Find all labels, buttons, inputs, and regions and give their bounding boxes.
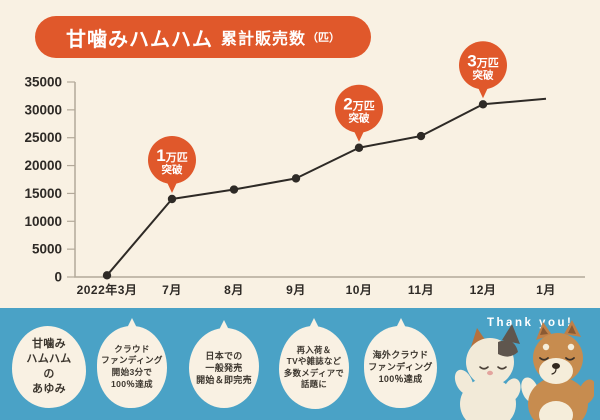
milestone-label: 3万匹 xyxy=(467,51,498,70)
milestone-sublabel: 突破 xyxy=(349,112,370,125)
bubble-text-line: 開始＆即完売 xyxy=(196,375,252,386)
milestone-sublabel: 突破 xyxy=(473,68,494,81)
bubble-text-line: の xyxy=(43,368,55,380)
bubble-text-line: 甘噛み xyxy=(32,338,66,351)
milestone-bubble xyxy=(335,84,383,133)
x-tick-label: 8月 xyxy=(224,283,244,297)
data-point xyxy=(416,131,426,141)
data-point xyxy=(478,100,488,109)
timeline-milestone-bubble: 海外クラウド ファンディング 100％達成 xyxy=(364,318,437,408)
bubble-text-line: 海外クラウド xyxy=(372,349,429,360)
thank-you-text: Thank you! xyxy=(487,317,574,329)
sales-line xyxy=(106,97,547,276)
bubble-text-line: 100％達成 xyxy=(378,374,423,385)
milestone-bubble xyxy=(148,136,196,184)
timeline-band: 甘噛み ハムハムのあゆみ クラウド ファンディング 開始3分で 100％達成 日本での 一般発… xyxy=(0,308,600,420)
milestone-bubble xyxy=(459,41,507,90)
shiba-inu-plush xyxy=(521,320,594,420)
y-tick-label: 15000 xyxy=(24,186,62,201)
bubble-text-line: ハムハム xyxy=(26,353,72,366)
data-point xyxy=(102,271,112,280)
data-point xyxy=(354,143,364,152)
bubble-text-line: クラウド xyxy=(114,343,150,354)
data-point xyxy=(229,185,239,194)
x-tick-label: 2022年3月 xyxy=(77,282,138,297)
x-tick-label: 7月 xyxy=(162,283,182,297)
bubble-text-line: 一般発売 xyxy=(205,362,243,373)
milestone-sublabel: 突破 xyxy=(162,163,183,176)
bubble-text-line: 100％達成 xyxy=(111,378,153,389)
x-tick-label: 11月 xyxy=(408,283,434,297)
bubble-text-line: 話題に xyxy=(300,378,328,389)
x-tick-label: 10月 xyxy=(346,283,373,297)
title-unit: （匹） xyxy=(307,32,340,44)
timeline-milestone-bubble: クラウド ファンディング 開始3分で 100％達成 xyxy=(97,318,167,408)
cumulative-sales-line-chart: 0 5000 10000 15000 20000 25000 30000 35000 2022年… xyxy=(24,41,585,297)
data-point xyxy=(291,174,301,183)
timeline-milestone-bubble: 日本での 一般発売開始＆即完売 xyxy=(189,320,259,408)
x-tick-label: 1月 xyxy=(536,283,556,297)
bubble-text-line: ファンディング xyxy=(368,361,433,372)
bubble-text-line: TVや雑誌など xyxy=(286,356,342,367)
calico-cat-plush xyxy=(454,324,521,420)
bubble-text-line: 日本での xyxy=(205,350,243,361)
brand-logo: 甘噛みハムハム xyxy=(65,28,213,51)
y-tick-label: 10000 xyxy=(24,214,62,229)
bubble-text-line: ファンディング xyxy=(101,355,163,366)
title-badge: 甘噛みハムハム 累計販売数 （匹） xyxy=(35,16,371,58)
bubble-text-line: 開始3分で xyxy=(111,367,153,377)
chart-axes xyxy=(74,82,585,278)
x-tick-label: 12月 xyxy=(470,283,497,297)
y-tick-label: 35000 xyxy=(24,75,62,90)
milestone-label: 1万匹 xyxy=(156,146,187,165)
bubble-tail xyxy=(395,318,406,328)
timeline-milestone-bubble: 再入荷＆ TVや雑誌など 多数メディアで 話題に xyxy=(279,318,349,409)
y-tick-label: 30000 xyxy=(24,102,62,117)
timeline-heading-bubble: 甘噛みハムハムのあゆみ xyxy=(12,326,86,408)
bubble-tail xyxy=(219,320,229,330)
bubble-tail xyxy=(309,318,319,328)
data-point xyxy=(167,194,177,204)
y-tick-label: 20000 xyxy=(24,158,62,173)
bubble-text-line: 再入荷＆ xyxy=(296,344,332,355)
y-tick-label: 25000 xyxy=(24,130,62,145)
y-tick-label: 0 xyxy=(54,270,62,285)
plush-toys-illustration xyxy=(454,320,594,420)
page-title: 累計販売数 xyxy=(220,31,306,48)
bubble-text-line: 多数メディアで xyxy=(283,367,345,378)
milestone-label: 2万匹 xyxy=(343,95,374,114)
bubble-tail xyxy=(127,318,137,328)
y-tick-label: 5000 xyxy=(32,242,62,257)
x-tick-label: 9月 xyxy=(286,283,306,297)
bubble-text-line: あゆみ xyxy=(32,382,66,395)
